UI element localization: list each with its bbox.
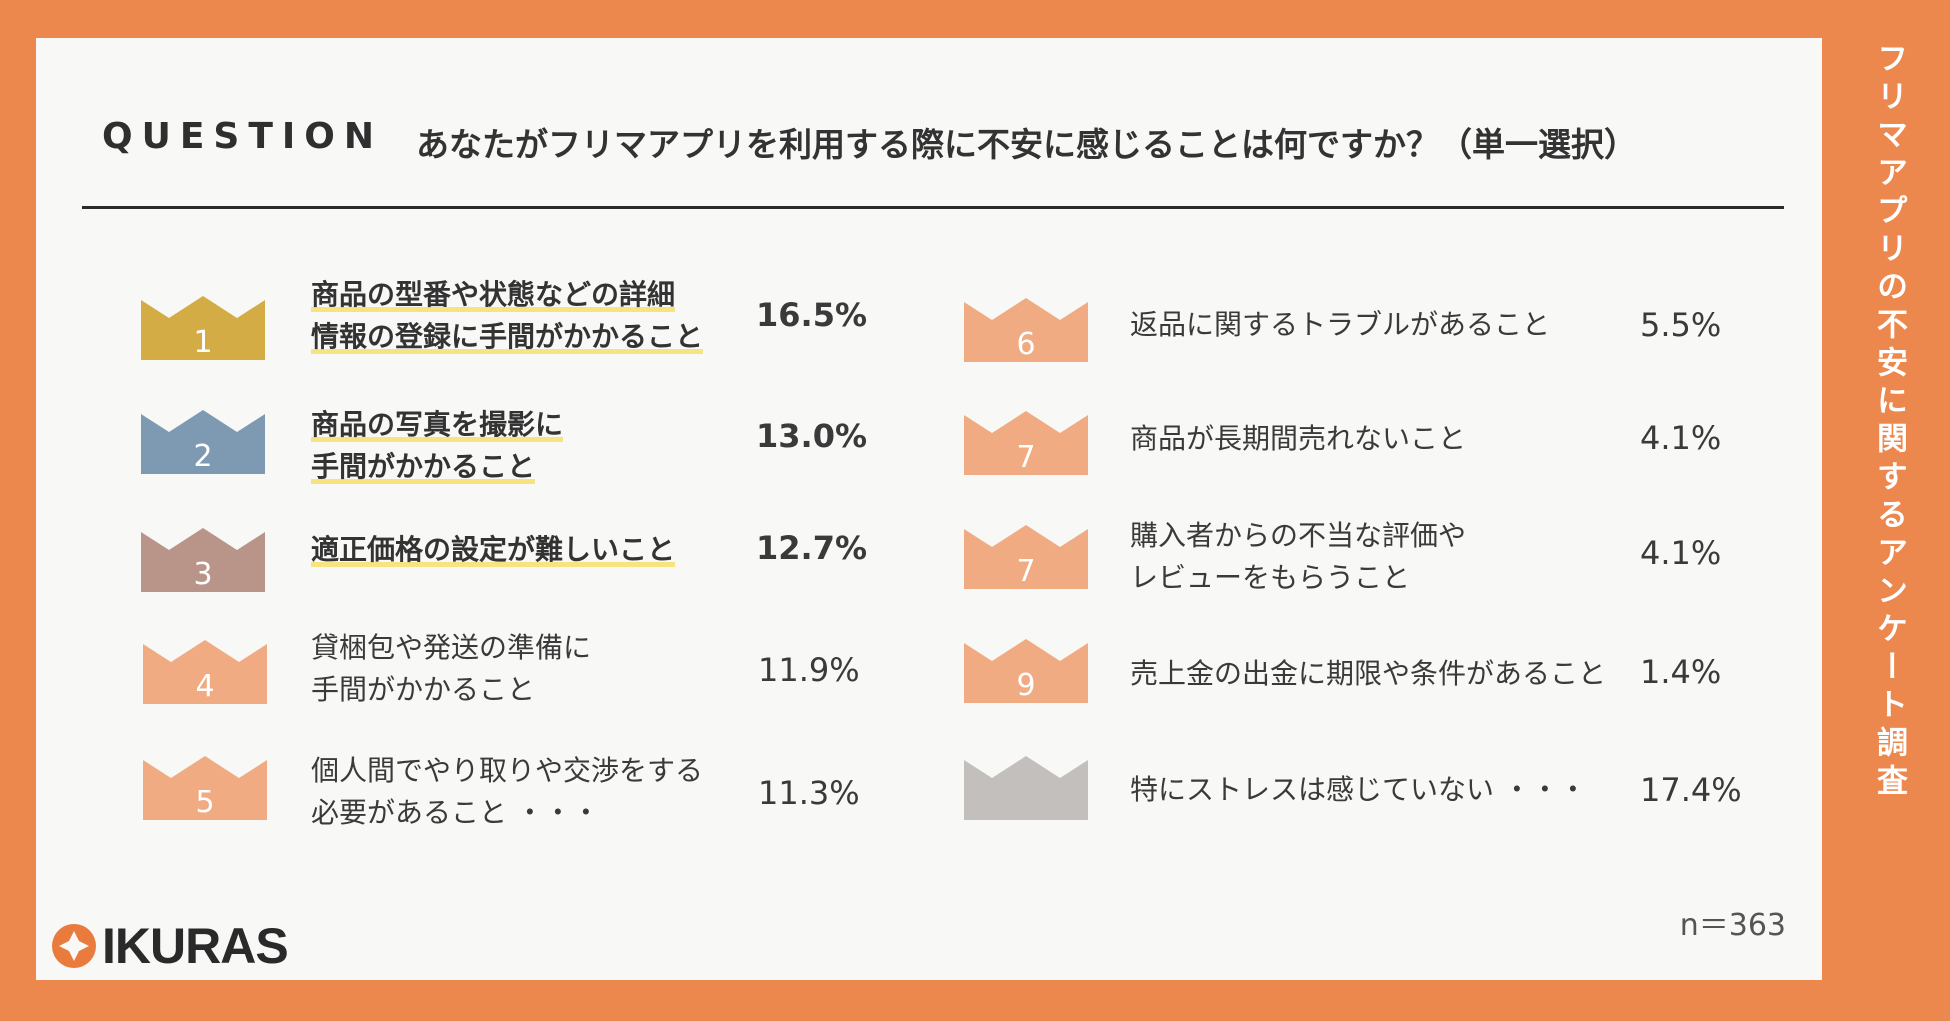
crown-icon: 2 [141, 410, 265, 474]
crown-icon: 7 [964, 525, 1088, 589]
item-label: 商品の型番や状態などの詳細 情報の登録に手間がかかること [311, 274, 704, 358]
item-percentage: 1.4% [1640, 653, 1722, 691]
question-label: QUESTION [102, 116, 384, 157]
rank-number: 3 [193, 557, 212, 592]
item-label-line: 個人間でやり取りや交渉をする [311, 754, 704, 787]
rank-number: 2 [193, 439, 212, 474]
item-label-line: 適正価格の設定が難しいこと [311, 533, 676, 567]
item-label: 商品が長期間売れないこと [1130, 418, 1466, 460]
crown-icon: 7 [964, 411, 1088, 475]
crown-icon: 6 [964, 298, 1088, 362]
item-percentage: 12.7% [756, 529, 868, 567]
item-label: 購入者からの不当な評価や レビューをもらうこと [1130, 515, 1466, 599]
item-label-line: 商品の写真を撮影に [311, 408, 564, 442]
crown-icon [964, 756, 1088, 820]
rank-number: 7 [1016, 440, 1035, 475]
item-label: 特にストレスは感じていない ・・・ [1130, 769, 1587, 811]
crown-icon: 5 [143, 756, 267, 820]
item-percentage: 17.4% [1640, 771, 1742, 809]
item-percentage: 4.1% [1640, 419, 1722, 457]
item-label-line: 手間がかかること [311, 450, 536, 484]
crown-icon: 1 [141, 296, 265, 360]
crown-icon: 9 [964, 639, 1088, 703]
sample-size: n＝363 [1679, 908, 1786, 943]
item-percentage: 11.9% [758, 651, 860, 689]
item-label: 売上金の出金に期限や条件があること [1130, 653, 1606, 695]
item-label-line: 商品の型番や状態などの詳細 [311, 278, 676, 312]
item-label-line: 必要があること ・・・ [311, 796, 600, 829]
item-label: 返品に関するトラブルがあること [1130, 304, 1550, 346]
side-title: フリマアプリの不安に関するアンケート調査 [1871, 42, 1907, 802]
item-label: 商品の写真を撮影に 手間がかかること [311, 404, 564, 488]
item-label: 個人間でやり取りや交渉をする 必要があること ・・・ [311, 750, 703, 834]
item-label-line: 売上金の出金に期限や条件があること [1130, 657, 1607, 690]
item-label-line: 特にストレスは感じていない ・・・ [1130, 773, 1587, 806]
rank-number: 5 [195, 785, 214, 820]
question-text: あなたがフリマアプリを利用する際に不安に感じることは何ですか？（単一選択） [416, 125, 1637, 164]
logo-mark-icon [52, 924, 96, 968]
item-label-line: 情報の登録に手間がかかること [311, 320, 704, 354]
item-label-line: 購入者からの不当な評価や [1130, 519, 1467, 552]
item-label-line: 商品が長期間売れないこと [1130, 422, 1467, 455]
rank-number: 9 [1016, 668, 1035, 703]
item-percentage: 16.5% [756, 296, 868, 334]
item-label: 適正価格の設定が難しいこと [311, 529, 676, 571]
item-label-line: 手間がかかること [311, 673, 536, 706]
item-label-line: 貸梱包や発送の準備に [311, 631, 592, 664]
crown-icon: 4 [143, 640, 267, 704]
item-percentage: 13.0% [756, 417, 868, 455]
header-divider [82, 206, 1784, 209]
rank-number: 7 [1016, 554, 1035, 589]
item-percentage: 11.3% [758, 774, 860, 812]
survey-card: QUESTION あなたがフリマアプリを利用する際に不安に感じることは何ですか？… [36, 38, 1822, 980]
item-label: 貸梱包や発送の準備に 手間がかかること [311, 627, 591, 711]
crown-icon: 3 [141, 528, 265, 592]
rank-number: 1 [193, 325, 212, 360]
item-percentage: 4.1% [1640, 534, 1722, 572]
ikuras-logo: IKURAS [50, 918, 289, 974]
item-label-line: レビューをもらうこと [1130, 561, 1411, 594]
item-label-line: 返品に関するトラブルがあること [1130, 308, 1551, 341]
logo-text: IKURAS [102, 918, 289, 974]
rank-number: 6 [1016, 327, 1035, 362]
item-percentage: 5.5% [1640, 306, 1722, 344]
rank-number: 4 [195, 669, 214, 704]
